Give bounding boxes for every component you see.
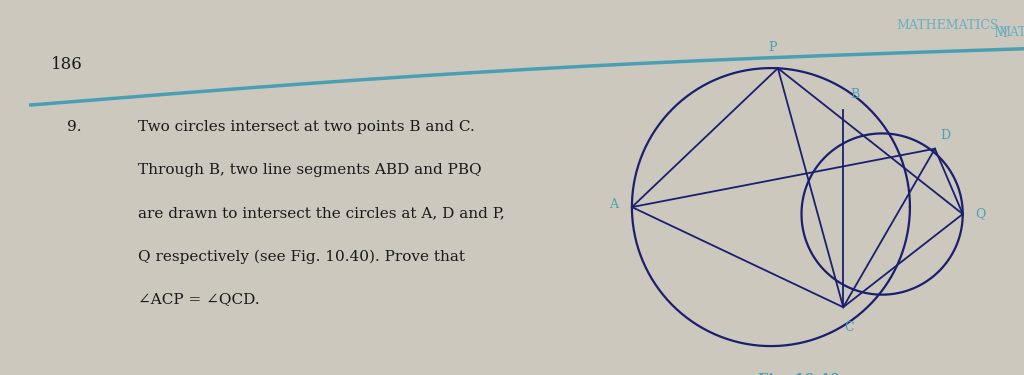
Text: D: D [940,129,950,142]
Text: Q: Q [975,207,986,220]
Text: MATHEMATICS: MATHEMATICS [998,26,1024,39]
Text: ∠ACP = ∠QCD.: ∠ACP = ∠QCD. [138,292,260,306]
Text: C: C [844,321,854,334]
Text: Through B, two line segments ABD and PBQ: Through B, two line segments ABD and PBQ [138,163,482,177]
Text: are drawn to intersect the circles at A, D and P,: are drawn to intersect the circles at A,… [138,206,505,220]
Text: M: M [993,26,1008,40]
Text: Q respectively (see Fig. 10.40). Prove that: Q respectively (see Fig. 10.40). Prove t… [138,249,465,264]
Text: B: B [850,88,859,102]
Text: P: P [768,41,776,54]
Text: A: A [609,198,618,211]
Text: MATHEMATICS: MATHEMATICS [896,19,998,32]
Text: 9.: 9. [67,120,81,134]
Text: Two circles intersect at two points B and C.: Two circles intersect at two points B an… [138,120,475,134]
Text: 186: 186 [51,56,83,73]
Text: Fig. 10.40: Fig. 10.40 [758,373,840,375]
